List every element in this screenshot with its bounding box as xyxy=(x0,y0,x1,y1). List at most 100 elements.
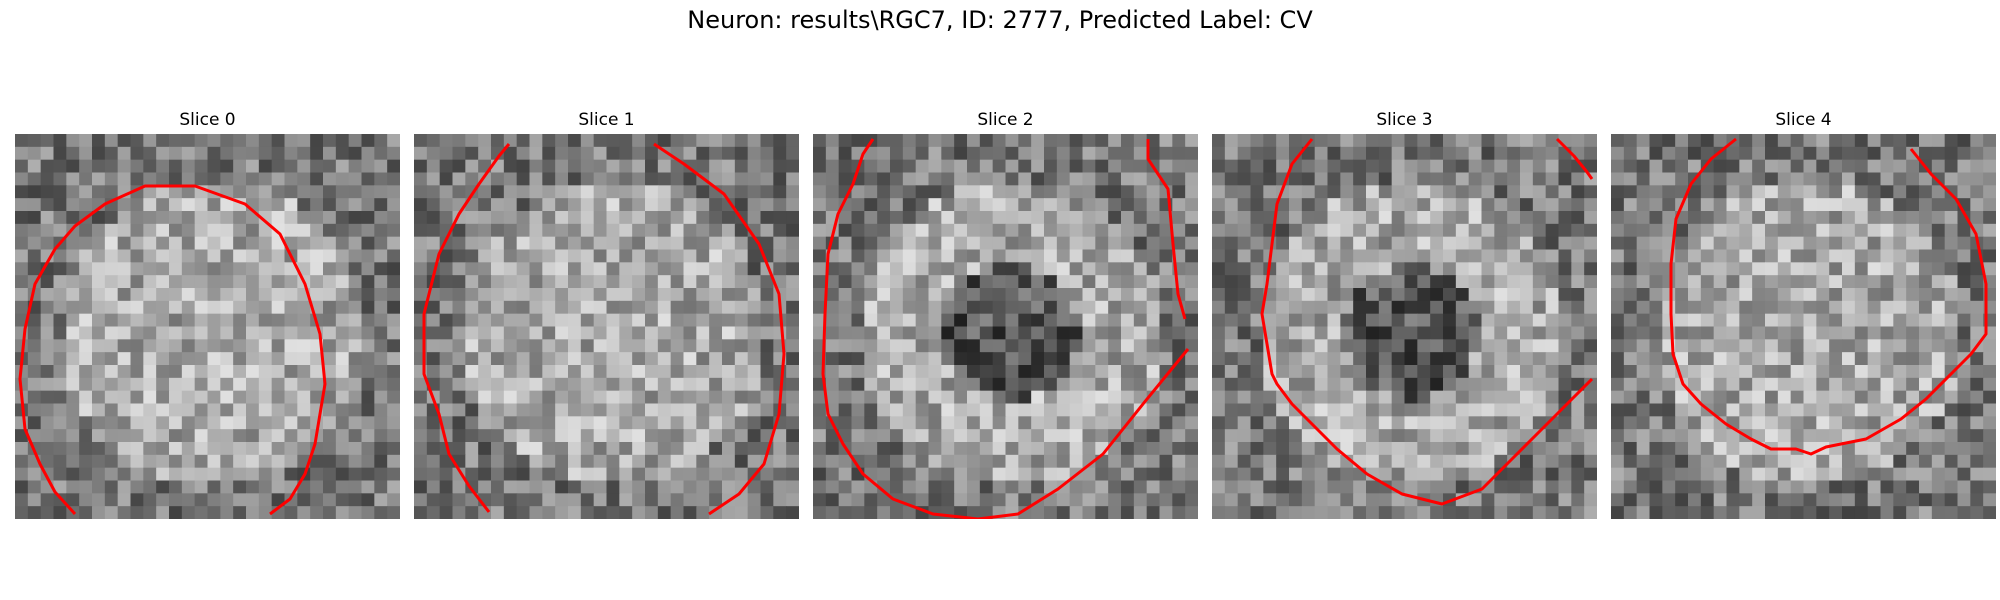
pixel xyxy=(1494,480,1508,494)
pixel xyxy=(1108,454,1122,469)
pixel xyxy=(1056,198,1071,212)
pixel xyxy=(181,223,196,238)
pixel xyxy=(864,352,878,366)
pixel xyxy=(928,480,942,494)
pixel xyxy=(1571,365,1585,379)
pixel xyxy=(53,403,67,417)
pixel xyxy=(1417,134,1431,148)
pixel xyxy=(1159,236,1173,251)
pixel xyxy=(529,185,543,199)
pixel xyxy=(361,480,375,494)
pixel xyxy=(1854,352,1869,366)
pixel xyxy=(979,172,994,186)
pixel xyxy=(1159,275,1173,289)
pixel xyxy=(92,172,106,186)
pixel xyxy=(374,185,388,199)
pixel xyxy=(503,506,518,519)
pixel xyxy=(1224,339,1239,353)
pixel xyxy=(1842,313,1856,328)
pixel xyxy=(1829,198,1843,212)
pixel xyxy=(1366,236,1380,251)
pixel xyxy=(1237,442,1252,456)
pixel xyxy=(657,506,672,519)
pixel xyxy=(1468,377,1483,392)
pixel xyxy=(1121,159,1135,174)
pixel xyxy=(258,236,273,251)
pixel xyxy=(1404,249,1418,263)
pixel xyxy=(169,236,183,251)
slice-panel-2: Slice 2 xyxy=(813,108,1198,519)
pixel xyxy=(542,339,556,353)
pixel xyxy=(1726,326,1740,340)
pixel xyxy=(194,506,209,519)
pixel xyxy=(954,326,968,340)
pixel xyxy=(992,365,1007,379)
pixel xyxy=(1662,198,1676,212)
pixel xyxy=(478,146,492,161)
pixel xyxy=(877,159,891,174)
pixel xyxy=(1558,506,1572,519)
pixel xyxy=(1842,262,1856,276)
pixel xyxy=(928,416,942,430)
pixel xyxy=(1314,146,1329,161)
pixel xyxy=(1468,211,1483,225)
pixel xyxy=(1044,442,1058,456)
pixel xyxy=(491,326,505,340)
pixel xyxy=(117,442,132,456)
pixel xyxy=(1443,442,1457,456)
pixel xyxy=(1662,403,1676,417)
pixel xyxy=(207,429,221,443)
pixel xyxy=(169,223,183,238)
pixel xyxy=(207,506,221,519)
pixel xyxy=(1571,185,1585,199)
pixel xyxy=(1906,300,1920,315)
pixel xyxy=(1224,185,1239,199)
pixel xyxy=(452,377,466,392)
pixel xyxy=(1443,390,1457,405)
pixel xyxy=(194,134,209,148)
pixel xyxy=(143,416,157,430)
pixel xyxy=(426,313,441,328)
pixel xyxy=(1584,506,1597,519)
pixel xyxy=(1314,185,1329,199)
pixel xyxy=(825,506,840,519)
pixel xyxy=(1842,159,1856,174)
pixel xyxy=(92,275,106,289)
pixel xyxy=(1404,313,1418,328)
pixel xyxy=(1276,352,1290,366)
pixel xyxy=(568,467,582,482)
pixel xyxy=(734,339,749,353)
pixel xyxy=(1623,442,1638,456)
pixel xyxy=(246,416,260,430)
pixel xyxy=(1108,236,1122,251)
pixel xyxy=(271,326,286,340)
pixel xyxy=(181,352,196,366)
pixel xyxy=(1636,390,1651,405)
pixel xyxy=(1391,275,1406,289)
pixel xyxy=(1276,262,1290,276)
pixel xyxy=(709,262,723,276)
pixel xyxy=(1713,313,1728,328)
pixel xyxy=(1133,172,1148,186)
pixel xyxy=(890,352,904,366)
pixel xyxy=(1340,480,1354,494)
pixel xyxy=(1121,442,1135,456)
pixel xyxy=(1829,403,1843,417)
pixel xyxy=(220,429,234,443)
pixel xyxy=(1880,493,1894,507)
pixel xyxy=(1777,454,1792,469)
pixel xyxy=(1545,377,1560,392)
pixel xyxy=(452,403,466,417)
pixel xyxy=(1571,262,1585,276)
pixel xyxy=(786,249,799,263)
pixel xyxy=(1366,454,1380,469)
pixel xyxy=(465,223,479,238)
pixel xyxy=(979,416,994,430)
pixel xyxy=(1250,198,1264,212)
pixel xyxy=(207,326,221,340)
pixel xyxy=(1404,326,1418,340)
pixel xyxy=(632,480,646,494)
pixel xyxy=(323,390,337,405)
pixel xyxy=(1957,506,1971,519)
pixel xyxy=(1854,493,1869,507)
